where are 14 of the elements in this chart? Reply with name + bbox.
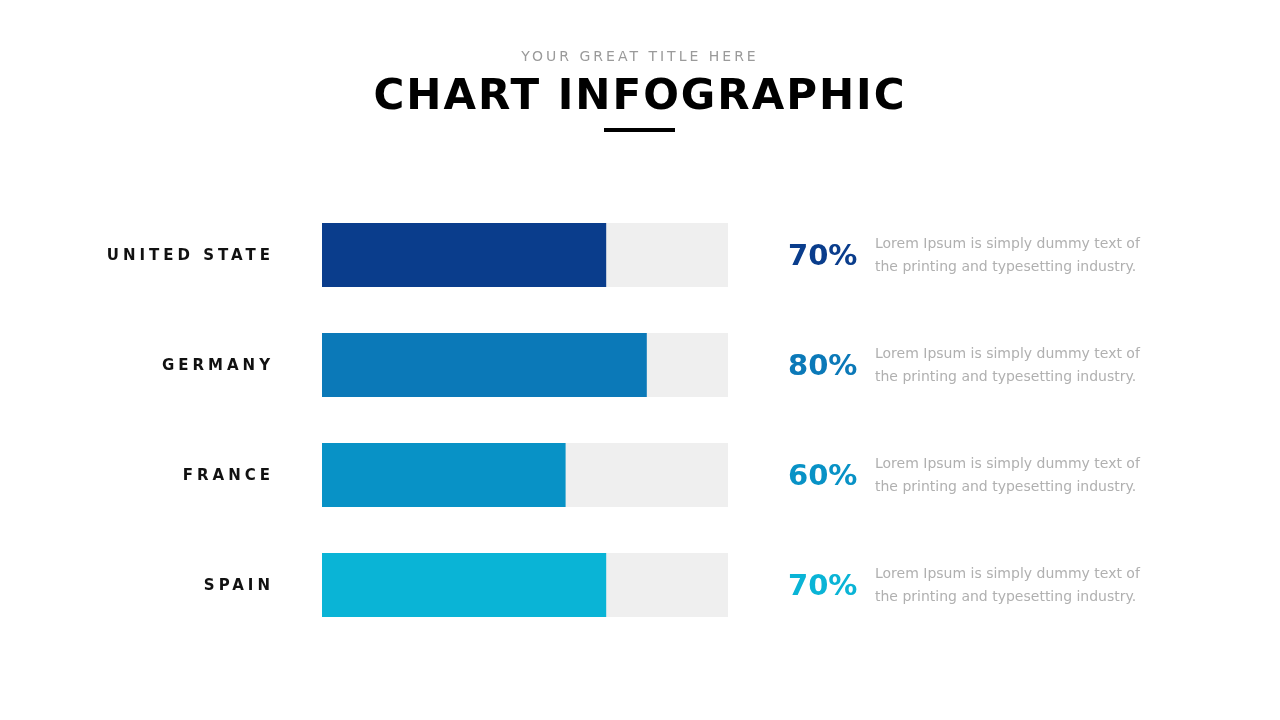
data-label: 80% (788, 348, 858, 382)
data-label: 60% (788, 458, 858, 492)
y-tick-label: GERMANY (161, 356, 274, 374)
text: Lorem Ipsum is simply dummy text of the printing and typesetting industry. (875, 564, 1142, 606)
chart-subtitle: YOUR GREAT TITLE HERE (521, 48, 759, 64)
y-tick-label: UNITED STATE (106, 246, 274, 264)
chart-title: CHART INFOGRAPHIC (373, 70, 907, 119)
y-tick-label: SPAIN (203, 576, 274, 594)
text: Lorem Ipsum is simply dummy text of the printing and typesetting industry. (875, 344, 1142, 386)
data-label: 70% (788, 238, 858, 272)
text: Lorem Ipsum is simply dummy text of the printing and typesetting industry. (875, 454, 1142, 496)
y-tick-label: FRANCE (182, 466, 274, 484)
text: Lorem Ipsum is simply dummy text of the printing and typesetting industry. (875, 234, 1142, 276)
data-label: 70% (788, 568, 858, 602)
